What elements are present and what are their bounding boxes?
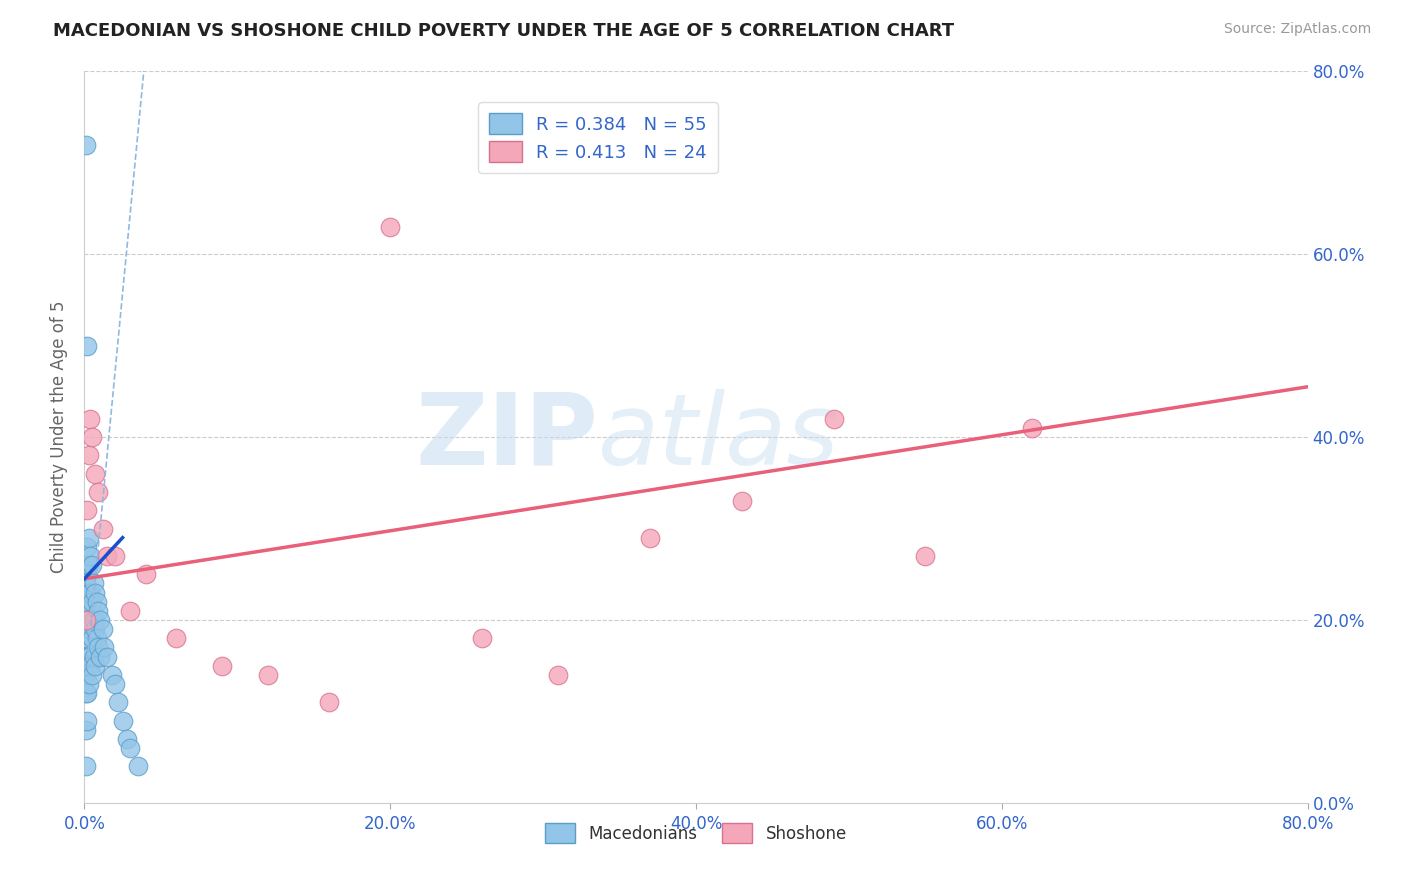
Point <box>96 649 118 664</box>
Point <box>75 649 97 664</box>
Point <box>638 531 661 545</box>
Point <box>76 540 98 554</box>
Point <box>84 658 107 673</box>
Text: ZIP: ZIP <box>415 389 598 485</box>
Point <box>257 667 280 681</box>
Point <box>79 412 101 426</box>
Point <box>76 632 98 646</box>
Point <box>76 338 98 352</box>
Point <box>79 549 101 563</box>
Point <box>76 658 98 673</box>
Point <box>75 576 97 591</box>
Point <box>80 430 103 444</box>
Point <box>101 667 124 681</box>
Point <box>89 649 111 664</box>
Point <box>84 585 107 599</box>
Point <box>87 640 110 655</box>
Point <box>89 613 111 627</box>
Point <box>75 667 97 681</box>
Point <box>75 613 97 627</box>
Point <box>83 576 105 591</box>
Point <box>380 219 402 234</box>
Point <box>80 594 103 608</box>
Point <box>86 632 108 646</box>
Point <box>75 759 97 773</box>
Point <box>547 667 569 681</box>
Legend: Macedonians, Shoshone: Macedonians, Shoshone <box>538 817 853 849</box>
Point <box>83 613 105 627</box>
Point <box>77 558 100 573</box>
Point <box>87 485 110 500</box>
Point <box>75 613 97 627</box>
Point <box>84 467 107 481</box>
Point <box>120 604 142 618</box>
Point <box>76 686 98 700</box>
Text: Source: ZipAtlas.com: Source: ZipAtlas.com <box>1223 22 1371 37</box>
Point <box>83 649 105 664</box>
Point <box>80 632 103 646</box>
Point <box>77 585 100 599</box>
Point <box>471 632 494 646</box>
Point <box>76 503 98 517</box>
Point <box>87 604 110 618</box>
Y-axis label: Child Poverty Under the Age of 5: Child Poverty Under the Age of 5 <box>51 301 69 574</box>
Point <box>76 594 98 608</box>
Point <box>75 723 97 737</box>
Point <box>731 494 754 508</box>
Point <box>75 594 97 608</box>
Point <box>79 658 101 673</box>
Point <box>75 137 97 152</box>
Point <box>76 714 98 728</box>
Text: atlas: atlas <box>598 389 839 485</box>
Point <box>914 549 936 563</box>
Point <box>318 695 340 709</box>
Point <box>135 567 157 582</box>
Text: MACEDONIAN VS SHOSHONE CHILD POVERTY UNDER THE AGE OF 5 CORRELATION CHART: MACEDONIAN VS SHOSHONE CHILD POVERTY UND… <box>53 22 955 40</box>
Point <box>107 695 129 709</box>
Point <box>77 613 100 627</box>
Point <box>79 585 101 599</box>
Point <box>77 677 100 691</box>
Point <box>91 521 114 535</box>
Point <box>211 658 233 673</box>
Point <box>75 686 97 700</box>
Point <box>79 622 101 636</box>
Point <box>86 594 108 608</box>
Point <box>1021 421 1043 435</box>
Point <box>93 640 115 655</box>
Point <box>104 549 127 563</box>
Point <box>823 412 845 426</box>
Point <box>77 649 100 664</box>
Point <box>84 622 107 636</box>
Point <box>165 632 187 646</box>
Point <box>75 632 97 646</box>
Point <box>80 558 103 573</box>
Point <box>104 677 127 691</box>
Point <box>91 622 114 636</box>
Point <box>77 531 100 545</box>
Point <box>120 740 142 755</box>
Point <box>127 759 149 773</box>
Point <box>80 667 103 681</box>
Point <box>111 714 134 728</box>
Point <box>115 731 138 746</box>
Point <box>96 549 118 563</box>
Point <box>77 448 100 462</box>
Point <box>76 558 98 573</box>
